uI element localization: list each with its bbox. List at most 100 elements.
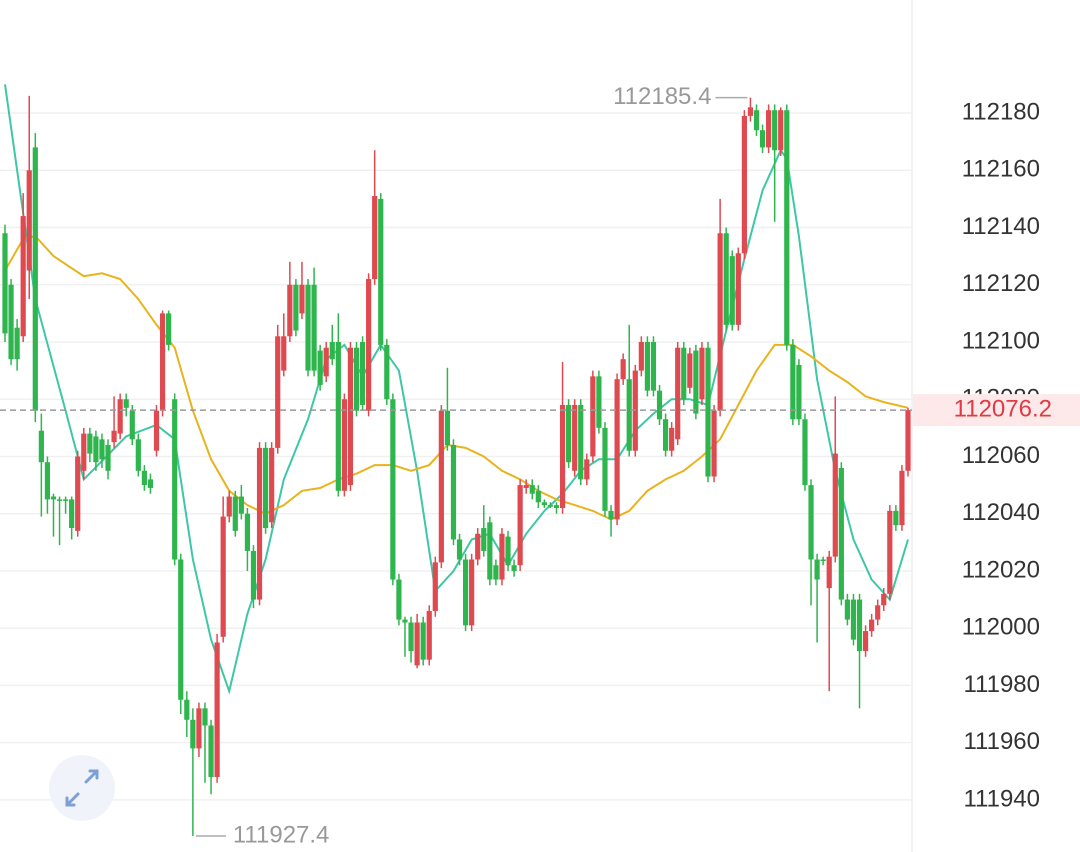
candle-body [681, 347, 687, 400]
candle-body [656, 390, 663, 420]
candle-body [723, 233, 729, 325]
candle-body [196, 708, 202, 749]
candle-body [772, 110, 778, 151]
candle-body [166, 313, 172, 345]
y-tick-label: 112140 [962, 213, 1040, 240]
candle-body [256, 447, 263, 600]
candle-body [2, 233, 8, 334]
candle-body [869, 619, 875, 632]
candle-body [535, 490, 541, 503]
last-price-label: 112076.2 [954, 395, 1052, 422]
candle-body [547, 505, 554, 507]
candle-body [353, 347, 360, 411]
candle-body [159, 313, 166, 411]
candle-body [281, 336, 287, 371]
candle-body [250, 550, 257, 600]
y-tick-label: 112000 [962, 614, 1040, 641]
candle-body [759, 130, 766, 148]
candle-body [481, 528, 487, 551]
candle-body [753, 110, 760, 131]
expand-icon[interactable] [65, 769, 99, 807]
candle-body [384, 344, 390, 400]
candle-body [44, 462, 51, 500]
candle-body [511, 565, 517, 571]
candle-body [741, 115, 747, 254]
candle-body [317, 350, 323, 385]
candle-body [214, 642, 220, 778]
y-tick-label: 112120 [962, 270, 1040, 297]
candle-body [893, 510, 899, 526]
candle-body [905, 410, 911, 471]
candle-body [578, 404, 584, 480]
y-tick-label: 111980 [963, 671, 1040, 698]
candle-body [856, 599, 863, 652]
candle-body [687, 353, 693, 388]
candle-body [372, 196, 378, 280]
candle-body [69, 499, 75, 529]
last-price-box [913, 394, 1080, 427]
candle-body [20, 216, 26, 337]
candle-body [862, 631, 869, 652]
candle-body [820, 559, 826, 562]
candle-body [838, 467, 844, 600]
candle-body [269, 447, 275, 523]
y-tick-label: 112040 [962, 499, 1040, 526]
candle-body [747, 107, 754, 116]
candle-body [602, 427, 608, 511]
candle-body [123, 399, 129, 408]
candle-body [717, 233, 723, 411]
candle-body [766, 110, 772, 148]
candle-body [63, 499, 69, 501]
candle-body [699, 347, 705, 400]
candle-body [675, 347, 681, 440]
candle-body [832, 453, 838, 557]
candle-body [469, 559, 475, 626]
candle-body [396, 579, 402, 620]
candle-body [184, 699, 190, 720]
candle-body [414, 622, 420, 666]
candle-body [899, 470, 905, 526]
candle-body [608, 510, 614, 520]
candle-body [790, 344, 796, 420]
candle-body [172, 399, 178, 560]
candle-body [147, 479, 154, 488]
expand-button[interactable] [49, 755, 115, 821]
candle-body [129, 410, 135, 440]
candle-body [644, 342, 651, 391]
candle-body [178, 559, 184, 700]
candle-body [729, 256, 735, 325]
candle-body [32, 147, 38, 411]
candle-body [559, 404, 566, 508]
candle-body [226, 496, 232, 517]
y-tick-label: 112160 [962, 156, 1040, 183]
candle-body [778, 110, 784, 151]
candle-body [796, 364, 802, 420]
candle-body [141, 470, 147, 486]
candle-body [614, 379, 620, 520]
candle-body [232, 496, 238, 531]
candle-body [662, 419, 669, 451]
candle-body [8, 284, 14, 360]
y-tick-label: 112020 [962, 556, 1040, 583]
ma-line [4, 234, 909, 521]
candle-body [390, 399, 396, 580]
y-tick-label: 111960 [963, 728, 1040, 755]
candle-body [426, 611, 432, 660]
candle-body [202, 708, 208, 726]
candle-body [402, 619, 408, 623]
candle-body [784, 110, 790, 345]
candle-body [705, 347, 711, 477]
candle-body [135, 439, 141, 471]
candle-body [93, 436, 99, 463]
candle-body [153, 410, 160, 451]
candle-body [572, 404, 578, 471]
candle-body [881, 593, 887, 606]
candle-body [238, 496, 244, 514]
expand-bg[interactable] [49, 755, 115, 821]
candle-body [262, 447, 269, 529]
candle-body [844, 599, 850, 620]
low-label: 111927.4 [233, 821, 330, 848]
candle-body [650, 342, 657, 391]
candle-body [378, 198, 384, 345]
candle-body [826, 556, 832, 589]
